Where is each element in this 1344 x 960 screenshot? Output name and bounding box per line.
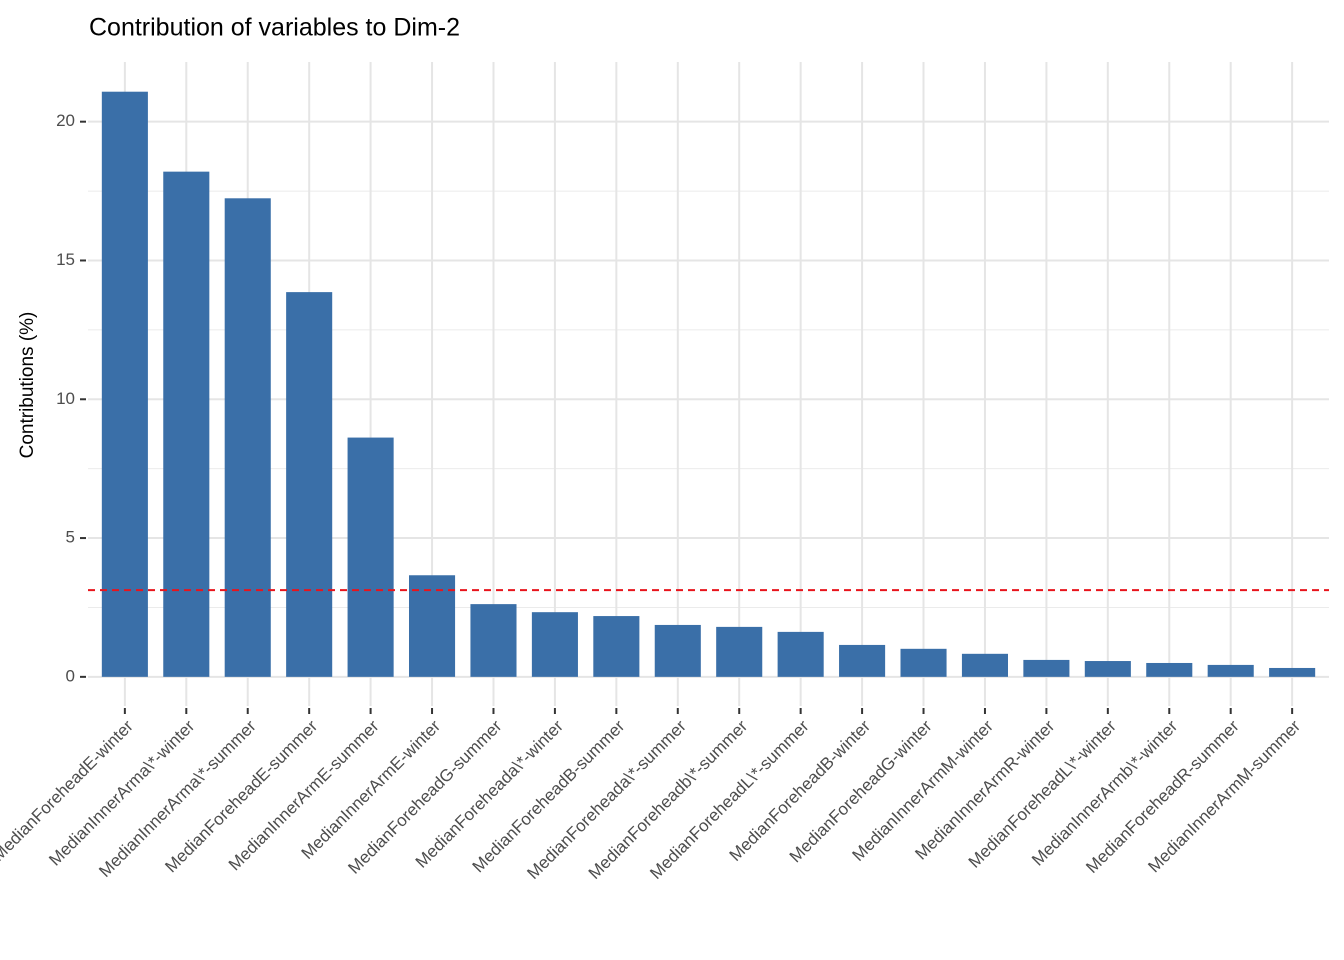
y-tick-label: 20 xyxy=(56,111,75,130)
bar xyxy=(716,626,763,677)
chart-title: Contribution of variables to Dim-2 xyxy=(89,14,460,42)
bar xyxy=(531,612,578,677)
bar xyxy=(163,171,210,677)
y-tick-label: 5 xyxy=(66,528,75,547)
bar xyxy=(347,437,394,677)
bar xyxy=(224,198,271,677)
y-tick-label: 15 xyxy=(56,250,75,269)
bar xyxy=(654,624,701,677)
y-tick-label: 10 xyxy=(56,389,75,408)
y-axis-title: Contributions (%) xyxy=(17,312,38,459)
bar xyxy=(593,616,640,677)
bar xyxy=(1084,661,1131,677)
bar xyxy=(839,644,886,677)
bar xyxy=(1146,662,1193,677)
bar xyxy=(1269,667,1316,677)
bar xyxy=(900,648,947,677)
bar xyxy=(470,604,517,677)
y-tick-label: 0 xyxy=(66,666,75,685)
bar xyxy=(777,631,824,677)
bar xyxy=(409,575,456,677)
bar xyxy=(1023,659,1070,677)
bar xyxy=(286,292,333,677)
bar xyxy=(961,653,1008,677)
bar xyxy=(101,91,148,677)
grid xyxy=(88,62,1329,706)
bar xyxy=(1207,664,1254,677)
